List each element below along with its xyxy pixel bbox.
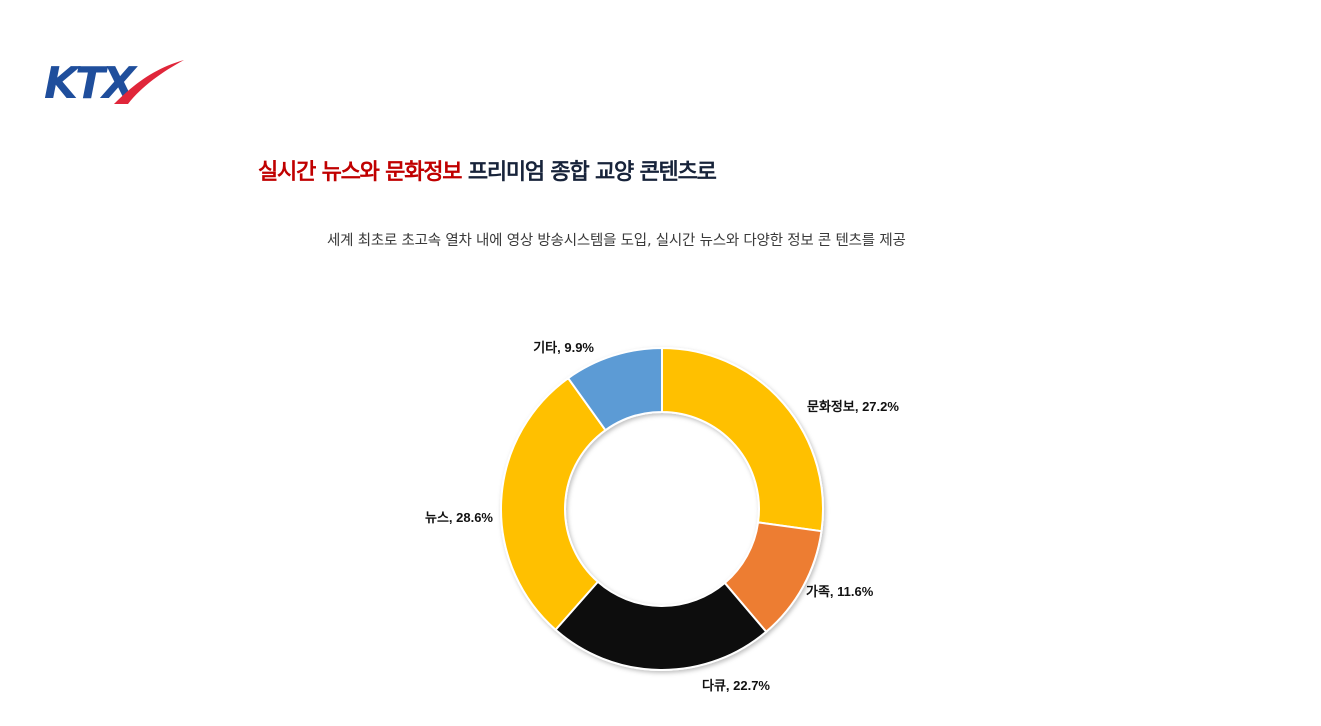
donut-slice-4 — [500, 376, 607, 632]
donut-slice-5 — [566, 346, 663, 432]
slice-label-5: 기타, 9.9% — [533, 340, 594, 355]
donut-slice-3 — [554, 580, 768, 671]
slice-label-2: 가족, 11.6% — [806, 584, 874, 599]
logo-swoosh-icon — [114, 60, 184, 104]
page-headline: 실시간 뉴스와 문화정보 프리미엄 종합 교양 콘텐츠로 — [258, 156, 717, 190]
headline-rest: 프리미엄 종합 교양 콘텐츠로 — [467, 160, 717, 185]
slice-label-3: 다큐, 22.7% — [702, 678, 770, 693]
donut-slice-1 — [661, 346, 824, 533]
page-subtitle: 세계 최초로 초고속 열차 내에 영상 방송시스템을 도입, 실시간 뉴스와 다… — [327, 233, 906, 249]
ktx-logo: KTX — [44, 56, 186, 108]
headline-highlight-culture: 문화정보 — [385, 160, 462, 185]
slice-label-4: 뉴스, 28.6% — [425, 510, 493, 525]
slice-label-1: 문화정보, 27.2% — [807, 399, 899, 414]
headline-highlight-news: 실시간 뉴스와 — [258, 160, 380, 185]
